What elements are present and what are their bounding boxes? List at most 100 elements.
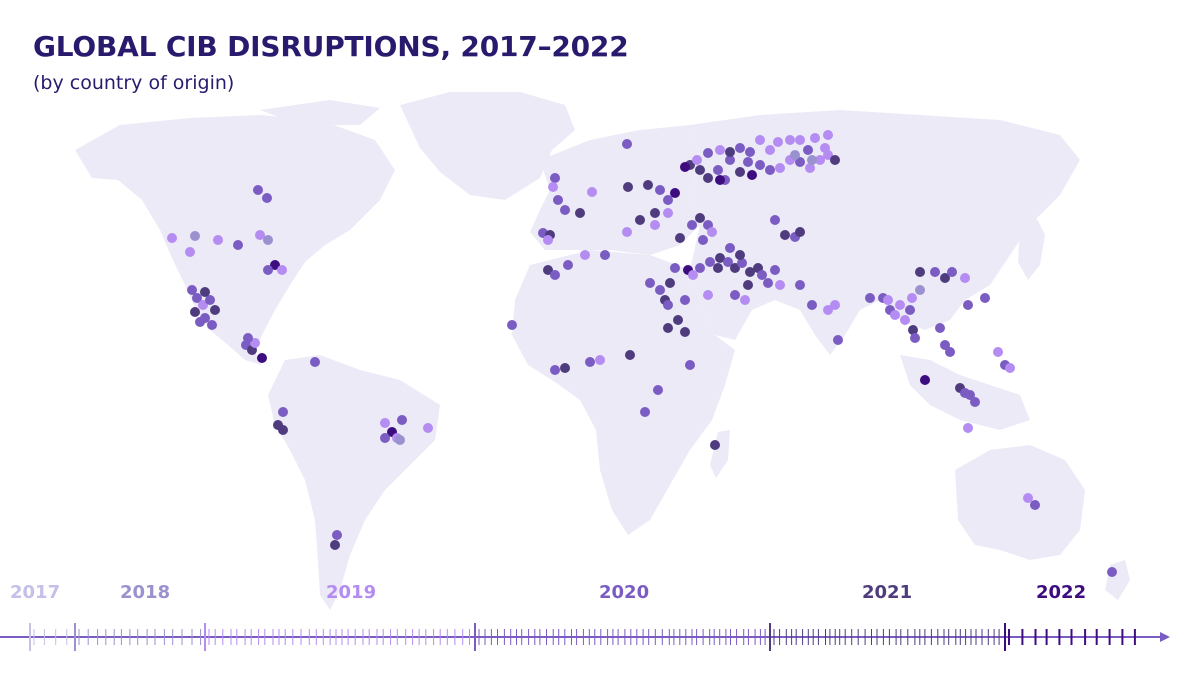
disruption-dot xyxy=(770,215,780,225)
disruption-dot xyxy=(550,173,560,183)
disruption-dot xyxy=(207,320,217,330)
disruption-dot xyxy=(695,263,705,273)
disruption-dot xyxy=(807,300,817,310)
disruption-dot xyxy=(993,347,1003,357)
disruption-dot xyxy=(543,235,553,245)
disruption-dot xyxy=(737,258,747,268)
disruption-dot xyxy=(703,173,713,183)
disruption-dot xyxy=(1107,567,1117,577)
disruption-dot xyxy=(190,231,200,241)
disruption-dot xyxy=(663,208,673,218)
timeline-ticks xyxy=(29,623,1136,651)
disruption-dot xyxy=(940,273,950,283)
disruption-dot xyxy=(900,315,910,325)
disruption-dot xyxy=(803,145,813,155)
disruption-dot xyxy=(810,133,820,143)
disruption-dot xyxy=(755,160,765,170)
disruption-dot xyxy=(262,193,272,203)
disruption-dot xyxy=(550,365,560,375)
disruption-dot xyxy=(830,155,840,165)
disruption-dot xyxy=(685,360,695,370)
disruption-dot xyxy=(167,233,177,243)
disruption-dot xyxy=(695,213,705,223)
disruption-dot xyxy=(703,290,713,300)
disruption-dot xyxy=(185,247,195,257)
disruption-dot xyxy=(263,235,273,245)
disruption-markers xyxy=(167,130,1117,577)
disruption-dot xyxy=(703,148,713,158)
disruption-dot xyxy=(643,180,653,190)
disruption-dot xyxy=(190,307,200,317)
disruption-dot xyxy=(790,150,800,160)
land-greenland xyxy=(400,92,575,200)
disruption-dot xyxy=(970,397,980,407)
disruption-dot xyxy=(543,265,553,275)
disruption-dot xyxy=(687,220,697,230)
timeline-arrow-icon xyxy=(1160,632,1170,642)
disruption-dot xyxy=(930,267,940,277)
disruption-dot xyxy=(743,157,753,167)
disruption-dot xyxy=(765,145,775,155)
disruption-dot xyxy=(725,155,735,165)
disruption-dot xyxy=(705,257,715,267)
disruption-dot xyxy=(963,423,973,433)
disruption-dot xyxy=(905,305,915,315)
disruption-dot xyxy=(253,185,263,195)
disruption-dot xyxy=(670,263,680,273)
disruption-dot xyxy=(587,187,597,197)
disruption-dot xyxy=(775,163,785,173)
timeline-year-label: 2017 xyxy=(10,582,60,603)
disruption-dot xyxy=(688,270,698,280)
disruption-dot xyxy=(715,175,725,185)
disruption-dot xyxy=(585,357,595,367)
disruption-dot xyxy=(255,230,265,240)
disruption-dot xyxy=(250,338,260,348)
disruption-dot xyxy=(663,195,673,205)
disruption-dot xyxy=(692,155,702,165)
disruption-dot xyxy=(823,305,833,315)
disruption-dot xyxy=(780,230,790,240)
disruption-dot xyxy=(945,347,955,357)
disruption-dot xyxy=(198,300,208,310)
disruption-dot xyxy=(423,423,433,433)
disruption-dot xyxy=(775,280,785,290)
disruption-dot xyxy=(763,278,773,288)
disruption-dot xyxy=(550,270,560,280)
disruption-dot xyxy=(560,205,570,215)
land-new-zealand xyxy=(1105,560,1130,600)
disruption-dot xyxy=(820,143,830,153)
disruption-dot xyxy=(765,165,775,175)
disruption-dot xyxy=(715,253,725,263)
disruption-dot xyxy=(730,263,740,273)
disruption-dot xyxy=(795,227,805,237)
disruption-dot xyxy=(397,415,407,425)
disruption-dot xyxy=(747,170,757,180)
disruption-dot xyxy=(680,162,690,172)
disruption-dot xyxy=(257,353,267,363)
disruption-dot xyxy=(673,315,683,325)
disruption-dot xyxy=(233,240,243,250)
disruption-dot xyxy=(560,363,570,373)
disruption-dot xyxy=(1005,363,1015,373)
disruption-dot xyxy=(575,208,585,218)
disruption-dot xyxy=(650,220,660,230)
disruption-dot xyxy=(563,260,573,270)
disruption-dot xyxy=(935,323,945,333)
disruption-dot xyxy=(1023,493,1033,503)
disruption-dot xyxy=(213,235,223,245)
disruption-dot xyxy=(655,185,665,195)
disruption-dot xyxy=(645,278,655,288)
disruption-dot xyxy=(965,390,975,400)
disruption-dot xyxy=(507,320,517,330)
disruption-dot xyxy=(640,407,650,417)
disruption-dot xyxy=(940,340,950,350)
disruption-dot xyxy=(730,290,740,300)
disruption-dot xyxy=(330,540,340,550)
disruption-dot xyxy=(210,305,220,315)
timeline-year-label: 2021 xyxy=(862,582,912,603)
timeline-year-label: 2018 xyxy=(120,582,170,603)
disruption-dot xyxy=(907,293,917,303)
disruption-dot xyxy=(380,418,390,428)
disruption-dot xyxy=(883,295,893,305)
disruption-dot xyxy=(713,165,723,175)
